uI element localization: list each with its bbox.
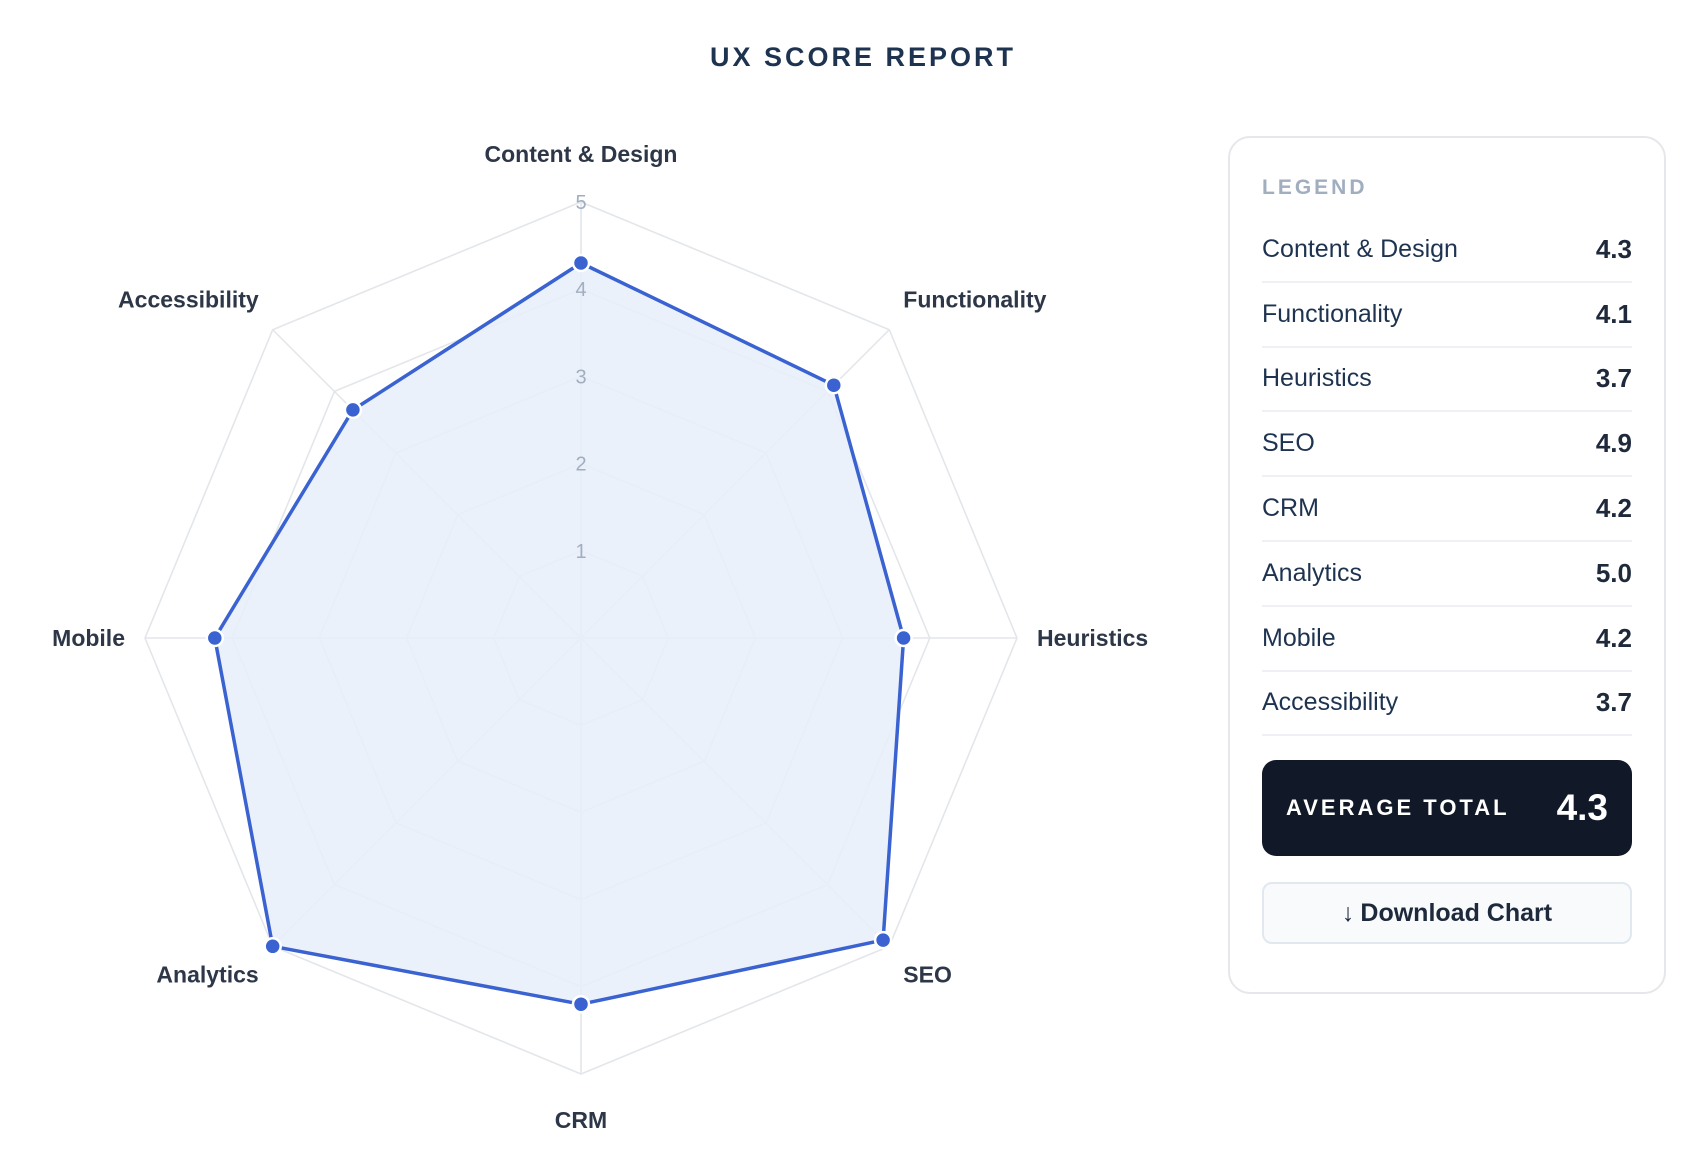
radar-tick-label: 1 [575,541,586,563]
radar-axis-label: Content & Design [485,141,678,167]
radar-data-point [343,400,363,420]
average-total-value: 4.3 [1556,787,1608,829]
legend-item: CRM 4.2 [1262,477,1632,542]
report-title: UX SCORE REPORT [709,42,1017,72]
radar-data-point [894,628,913,648]
radar-tick-label: 4 [575,279,586,301]
average-total-label: AVERAGE TOTAL [1286,795,1510,821]
legend-item-label: CRM [1262,494,1319,523]
legend-item: Accessibility 3.7 [1262,672,1632,737]
average-total-box: AVERAGE TOTAL 4.3 [1262,760,1632,857]
legend-item-value: 5.0 [1595,557,1632,588]
legend-item-label: Mobile [1262,623,1336,652]
radar-chart: 1 2 3 4 5 Content & Design Functionality Heuri… [52,141,1148,1133]
legend-title: LEGEND [1262,176,1368,199]
radar-axis-label: Heuristics [1037,625,1148,651]
legend-item-value: 4.2 [1595,493,1632,524]
radar-data-point [571,253,591,273]
radar-axis-label: Mobile [52,625,125,651]
legend-item: Content & Design 4.3 [1262,218,1632,283]
radar-data-point [873,930,893,950]
radar-data-point [263,937,282,956]
legend-item-label: Accessibility [1262,688,1399,717]
radar-axis-label: Accessibility [118,287,259,313]
legend-item-value: 4.2 [1595,622,1632,653]
download-chart-label: Download Chart [1360,898,1553,927]
legend-item: Heuristics 3.7 [1262,348,1632,413]
legend-item-label: Analytics [1262,558,1363,587]
radar-series [205,253,913,1014]
radar-axis-labels: Content & Design Functionality Heuristics S… [52,141,1148,1133]
radar-data-point [824,375,844,395]
radar-data-point [571,994,591,1014]
radar-tick-label: 3 [575,366,586,388]
radar-axis-label: Analytics [156,961,258,987]
legend-item-label: Functionality [1262,299,1403,328]
radar-ticks: 1 2 3 4 5 [575,192,586,563]
legend-item-label: Content & Design [1262,234,1458,263]
legend-item-value: 3.7 [1595,363,1632,394]
legend-item: Functionality 4.1 [1262,283,1632,348]
legend-item: Mobile 4.2 [1262,607,1632,672]
legend-item-label: Heuristics [1262,364,1372,393]
legend-item: SEO 4.9 [1262,412,1632,478]
legend-item-value: 3.7 [1595,687,1632,718]
legend-item-value: 4.1 [1595,298,1632,329]
legend-item-value: 4.3 [1595,233,1632,264]
radar-data-point [205,628,225,648]
legend-item-label: SEO [1262,429,1315,458]
arrow-down-icon: ↓ [1341,898,1355,927]
radar-axis-label: CRM [555,1107,607,1133]
download-chart-button[interactable]: ↓ Download Chart [1262,882,1632,945]
legend-item-value: 4.9 [1595,428,1632,459]
legend-list: Content & Design 4.3 Functionality 4.1 H… [1262,218,1632,737]
radar-tick-label: 2 [575,454,586,476]
radar-axis-label: Functionality [903,287,1046,313]
legend-panel: LEGEND Content & Design 4.3 Functionalit… [1228,136,1666,994]
radar-tick-label: 5 [575,192,586,214]
legend-item: Analytics 5.0 [1262,542,1632,607]
radar-axis-label: SEO [903,961,952,987]
